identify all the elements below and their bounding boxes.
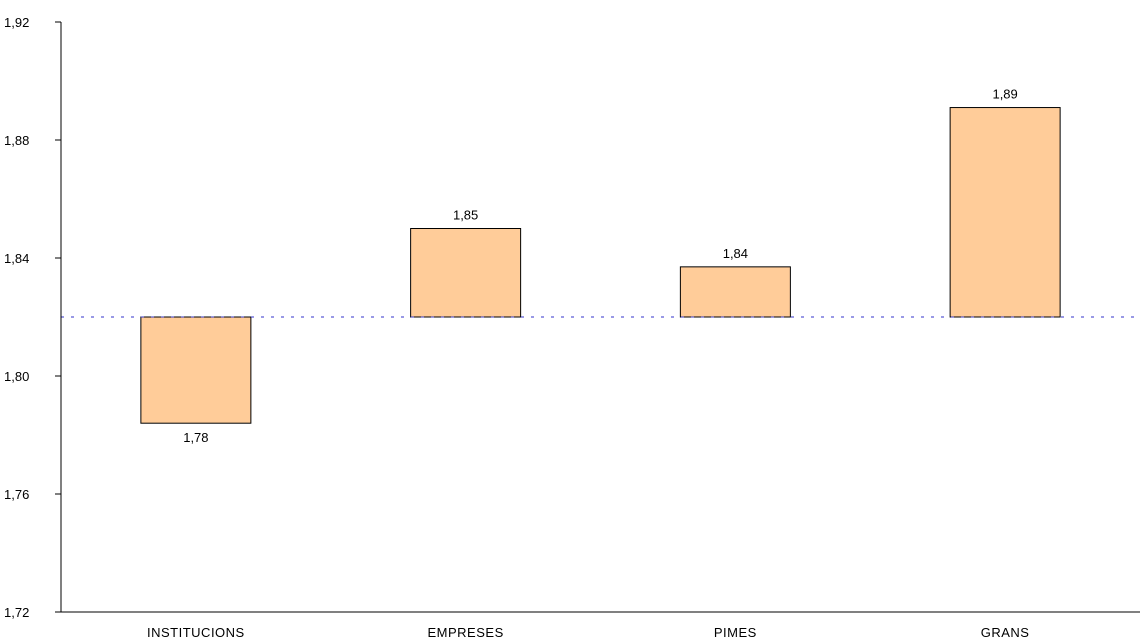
data-label: 1,84 <box>723 246 748 261</box>
bar <box>679 266 791 318</box>
category-labels: INSTITUCIONS EMPRESES PIMES GRANS <box>147 625 1029 640</box>
y-tick-label: 1,80 <box>4 369 29 384</box>
data-label: 1,85 <box>453 208 478 223</box>
y-tick-label: 1,92 <box>4 15 29 30</box>
axes <box>60 22 1140 613</box>
bar <box>410 228 522 318</box>
y-axis-ticks: 1,72 1,76 1,80 1,84 1,88 1,92 <box>4 15 61 620</box>
data-label: 1,78 <box>183 430 208 445</box>
category-label: INSTITUCIONS <box>147 625 245 640</box>
category-label: EMPRESES <box>428 625 504 640</box>
category-label: GRANS <box>981 625 1030 640</box>
y-tick-label: 1,72 <box>4 605 29 620</box>
data-label: 1,89 <box>992 87 1017 102</box>
y-tick-label: 1,76 <box>4 487 29 502</box>
data-labels: 1,78 1,85 1,84 1,89 <box>183 87 1018 446</box>
y-tick-label: 1,88 <box>4 133 29 148</box>
y-tick-label: 1,84 <box>4 251 29 266</box>
bar <box>140 316 252 424</box>
bar <box>949 107 1061 318</box>
category-label: PIMES <box>714 625 757 640</box>
bars <box>140 107 1061 424</box>
